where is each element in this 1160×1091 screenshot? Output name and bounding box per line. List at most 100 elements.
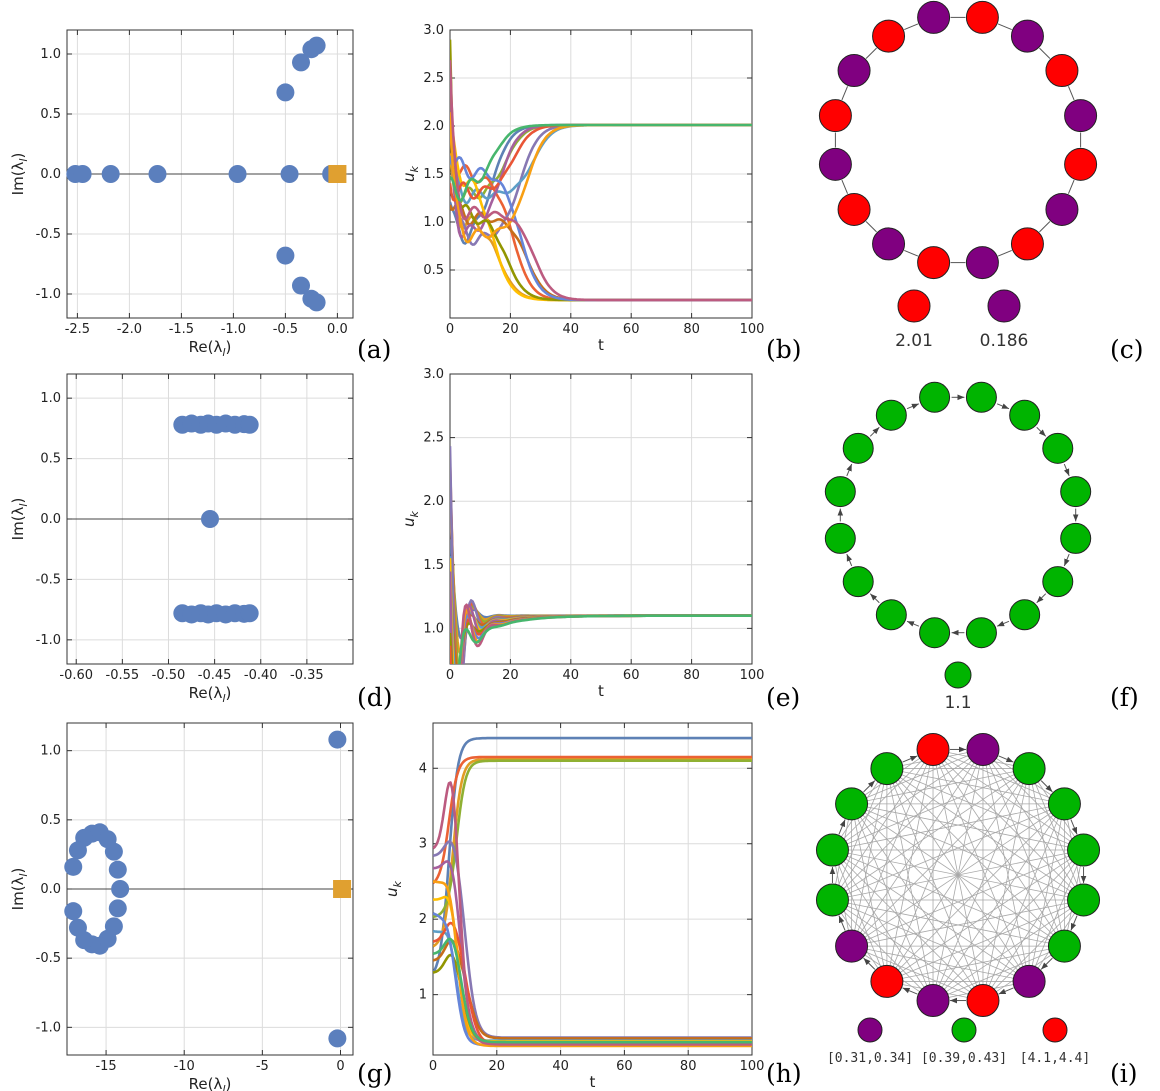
x-tick-label: 40: [552, 1059, 569, 1074]
y-tick-label: 3: [419, 837, 427, 852]
node-green: [875, 399, 907, 431]
series-line: [433, 880, 752, 1048]
series-line: [450, 123, 752, 202]
ring-edge: [865, 221, 877, 233]
node-purple: [818, 147, 852, 181]
ring-edge: [863, 957, 876, 970]
x-tick-label: 100: [740, 668, 765, 683]
node-red: [1064, 147, 1098, 181]
ring-edge: [1070, 819, 1078, 835]
y-tick-label: 0.5: [40, 452, 61, 467]
network-graph-c: 2.01 0.186: [818, 0, 1098, 351]
node-red: [966, 984, 1000, 1018]
x-axis-label: Re(λl): [189, 338, 232, 359]
graph-edge: [851, 803, 888, 982]
ring-edge: [1040, 957, 1053, 970]
ring-edge: [906, 403, 920, 410]
series-line: [450, 60, 752, 302]
x-tick-label: 40: [563, 668, 580, 683]
ring-edge: [1063, 463, 1070, 477]
eigenvalue-point: [276, 83, 295, 102]
ring-edge: [841, 179, 849, 194]
panel-letter: (a): [357, 335, 391, 364]
node-green: [842, 566, 874, 598]
series-line: [433, 755, 752, 885]
graph-edge: [886, 768, 1084, 851]
y-tick-label: 2: [419, 912, 427, 927]
x-tick-label: 60: [623, 322, 640, 337]
graph-edge: [886, 768, 984, 1001]
legend-label: 1.1: [944, 693, 971, 713]
node-red: [872, 19, 906, 53]
x-tick-label: -0.35: [290, 668, 324, 683]
x-axis-label: t: [590, 1073, 596, 1091]
graph-edge: [832, 749, 934, 851]
panel-letter: (f): [1110, 683, 1139, 712]
series-line: [450, 458, 752, 664]
series-line: [450, 571, 752, 664]
network-legend: 2.01 0.186: [895, 289, 1028, 351]
node-red: [837, 192, 871, 226]
node-green: [1047, 787, 1081, 821]
node-purple: [965, 246, 999, 280]
graph-edge: [851, 803, 1084, 851]
panel-letter: (c): [1110, 335, 1144, 364]
network-legend: 1.1: [944, 661, 972, 713]
x-axis-label: t: [598, 336, 604, 354]
node-purple: [1010, 19, 1044, 53]
y-tick-label: 0.5: [40, 107, 61, 122]
node-purple: [1012, 964, 1046, 998]
y-axis-label: uk: [383, 880, 404, 897]
ring-edge: [841, 86, 849, 101]
ring-edge: [904, 249, 919, 257]
legend-swatch-red: [897, 289, 931, 323]
y-tick-label: 0.0: [40, 512, 61, 527]
ring-edge: [869, 593, 880, 604]
node-green: [824, 522, 856, 554]
graph-edge: [851, 749, 984, 805]
legend-swatch-purple: [987, 289, 1021, 323]
node-green: [1060, 522, 1092, 554]
legend-swatch-green: [951, 1017, 977, 1043]
graph-edge: [832, 849, 888, 982]
x-tick-label: -1.5: [169, 322, 194, 337]
y-tick-label: 2.0: [423, 119, 444, 134]
x-tick-label: -5: [256, 1059, 269, 1074]
series-group: [433, 736, 752, 1048]
node-red: [916, 732, 950, 766]
x-tick-label: 20: [502, 668, 519, 683]
timeseries-plot-e: 0 20 40 60 80 100 1.0 1.5 2.0 2.5 3.0 t uk: [400, 367, 765, 700]
series-line: [458, 614, 752, 664]
legend-label: [0.31,0.34]: [827, 1051, 913, 1066]
node-green: [1067, 833, 1101, 867]
y-tick-label: -0.5: [36, 227, 61, 242]
ring-edge: [846, 553, 853, 567]
x-tick-label: 0: [429, 1059, 437, 1074]
ring-edge: [996, 403, 1010, 410]
panel-letter: (g): [357, 1059, 393, 1088]
y-axis-label: uk: [400, 510, 421, 527]
eigenvalue-point: [307, 36, 326, 55]
node-green: [815, 883, 849, 917]
x-tick-label: 40: [563, 322, 580, 337]
ring-edge: [865, 47, 877, 59]
ring-edge: [997, 249, 1012, 257]
timeseries-plot-h: 0 20 40 60 80 100 1 2 3 4 t uk: [383, 722, 764, 1091]
graph-edge: [851, 803, 1084, 901]
y-tick-label: 1.0: [423, 215, 444, 230]
node-green: [1042, 432, 1074, 464]
node-red: [1045, 54, 1079, 88]
eigenvalue-point: [240, 415, 259, 434]
graph-edge: [982, 899, 1084, 1001]
node-green: [870, 752, 904, 786]
series-line: [433, 840, 752, 1039]
eigenvalue-point: [64, 857, 83, 876]
x-tick-label: 0: [446, 668, 454, 683]
y-tick-label: -1.0: [36, 287, 61, 302]
eigenvalue-point: [64, 902, 83, 921]
series-line: [459, 614, 752, 664]
series-line: [433, 860, 752, 1045]
x-tick-label: 60: [623, 668, 640, 683]
ring-edge: [1040, 780, 1053, 793]
